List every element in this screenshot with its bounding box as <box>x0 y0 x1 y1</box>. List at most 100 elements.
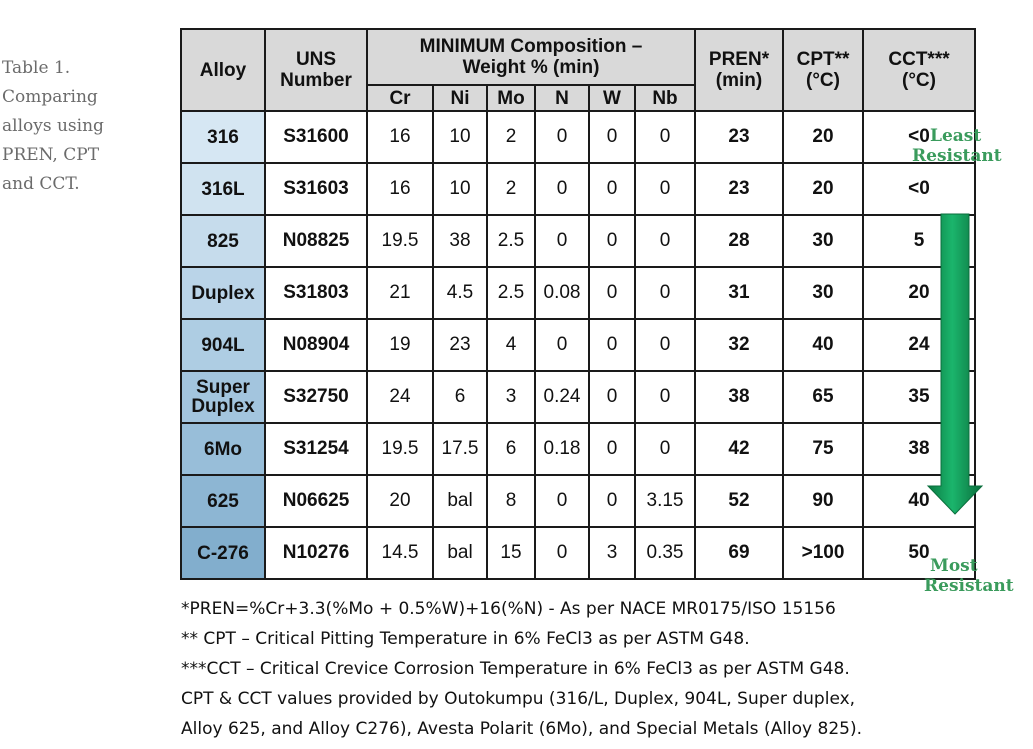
mo-cell: 6 <box>486 422 536 476</box>
footnotes: *PREN=%Cr+3.3(%Mo + 0.5%W)+16(%N) - As p… <box>181 594 862 744</box>
pren-cell: 23 <box>694 110 784 164</box>
header-cct-line: (°C) <box>902 70 936 91</box>
table-row: 316 S31600 16 10 2 0 0 0 23 20 <0 <box>180 110 976 164</box>
cpt-cell: 20 <box>782 162 864 216</box>
header-composition-line: Weight % (min) <box>462 57 600 78</box>
header-uns-line: Number <box>280 70 352 91</box>
header-alloy: Alloy <box>180 28 266 112</box>
cct-cell: 5 <box>862 214 976 268</box>
header-cpt-line: CPT** <box>796 49 850 70</box>
most-label-line: Resistant <box>924 576 1014 596</box>
n-cell: 0.24 <box>534 370 590 424</box>
table-row: 316L S31603 16 10 2 0 0 0 23 20 <0 <box>180 162 976 216</box>
mo-cell: 3 <box>486 370 536 424</box>
alloy-name-cell: 904L <box>180 318 266 372</box>
nb-cell: 0 <box>634 162 696 216</box>
header-cpt: CPT** (°C) <box>782 28 864 112</box>
header-pren: PREN* (min) <box>694 28 784 112</box>
ni-cell: 38 <box>432 214 488 268</box>
header-pren-line: (min) <box>715 70 763 91</box>
alloy-name-cell: 316L <box>180 162 266 216</box>
header-element-nb: Nb <box>634 84 696 112</box>
pren-cell: 69 <box>694 526 784 580</box>
table-row: Duplex S31803 21 4.5 2.5 0.08 0 0 31 30 20 <box>180 266 976 320</box>
w-cell: 0 <box>588 318 636 372</box>
least-label-line: Resistant <box>912 146 1002 166</box>
n-cell: 0 <box>534 474 590 528</box>
w-cell: 0 <box>588 370 636 424</box>
footnote-cct: ***CCT – Critical Crevice Corrosion Temp… <box>181 659 850 679</box>
pren-cell: 52 <box>694 474 784 528</box>
cct-cell: <0 <box>862 110 976 164</box>
cpt-cell: 75 <box>782 422 864 476</box>
header-element-w: W <box>588 84 636 112</box>
ni-cell: 4.5 <box>432 266 488 320</box>
w-cell: 0 <box>588 422 636 476</box>
cct-cell: <0 <box>862 162 976 216</box>
cr-cell: 16 <box>366 162 434 216</box>
mo-cell: 15 <box>486 526 536 580</box>
mo-cell: 2 <box>486 162 536 216</box>
uns-cell: N10276 <box>264 526 368 580</box>
alloy-name-cell: 625 <box>180 474 266 528</box>
uns-cell: N08904 <box>264 318 368 372</box>
alloy-name-cell: Duplex <box>180 266 266 320</box>
alloy-name-line: Duplex <box>191 282 255 304</box>
cpt-cell: 40 <box>782 318 864 372</box>
header-element-mo: Mo <box>486 84 536 112</box>
header-element-cr: Cr <box>366 84 434 112</box>
nb-cell: 3.15 <box>634 474 696 528</box>
pren-cell: 38 <box>694 370 784 424</box>
most-label-line: Most <box>930 556 978 576</box>
pren-cell: 42 <box>694 422 784 476</box>
w-cell: 0 <box>588 214 636 268</box>
uns-cell: S31600 <box>264 110 368 164</box>
alloy-comparison-table: Alloy UNS Number MINIMUM Composition – W… <box>180 28 976 580</box>
w-cell: 0 <box>588 266 636 320</box>
footnote-source: CPT & CCT values provided by Outokumpu (… <box>181 689 856 709</box>
alloy-name-line: Duplex <box>191 396 255 417</box>
n-cell: 0 <box>534 318 590 372</box>
alloy-name-line: 316 <box>207 126 239 148</box>
nb-cell: 0 <box>634 110 696 164</box>
mo-cell: 4 <box>486 318 536 372</box>
cct-cell: 35 <box>862 370 976 424</box>
pren-cell: 32 <box>694 318 784 372</box>
ni-cell: 10 <box>432 162 488 216</box>
ni-cell: bal <box>432 474 488 528</box>
n-cell: 0 <box>534 110 590 164</box>
cct-cell: 24 <box>862 318 976 372</box>
cr-cell: 24 <box>366 370 434 424</box>
mo-cell: 2.5 <box>486 214 536 268</box>
pren-cell: 23 <box>694 162 784 216</box>
n-cell: 0.18 <box>534 422 590 476</box>
header-cct: CCT*** (°C) <box>862 28 976 112</box>
mo-cell: 8 <box>486 474 536 528</box>
caption-line: Table 1. <box>2 58 71 78</box>
ni-cell: 17.5 <box>432 422 488 476</box>
cct-cell: 50 <box>862 526 976 580</box>
n-cell: 0 <box>534 214 590 268</box>
mo-cell: 2 <box>486 110 536 164</box>
nb-cell: 0 <box>634 422 696 476</box>
header-cpt-line: (°C) <box>806 70 840 91</box>
most-resistant-label: Most Resistant <box>924 556 1014 596</box>
mo-cell: 2.5 <box>486 266 536 320</box>
table-row: 904L N08904 19 23 4 0 0 0 32 40 24 <box>180 318 976 372</box>
alloy-name-line: 825 <box>207 230 239 252</box>
alloy-name-cell: Super Duplex <box>180 370 266 424</box>
w-cell: 0 <box>588 162 636 216</box>
caption-line: alloys using <box>2 116 104 136</box>
nb-cell: 0 <box>634 318 696 372</box>
header-composition-line: MINIMUM Composition – <box>419 36 643 57</box>
w-cell: 0 <box>588 110 636 164</box>
cr-cell: 21 <box>366 266 434 320</box>
alloy-name-line: 904L <box>201 334 245 356</box>
caption-line: Comparing <box>2 87 98 107</box>
alloy-name-line: 6Mo <box>204 438 242 460</box>
w-cell: 3 <box>588 526 636 580</box>
cpt-cell: 20 <box>782 110 864 164</box>
pren-cell: 31 <box>694 266 784 320</box>
alloy-name-line: Super <box>196 377 250 398</box>
alloy-name-cell: 316 <box>180 110 266 164</box>
